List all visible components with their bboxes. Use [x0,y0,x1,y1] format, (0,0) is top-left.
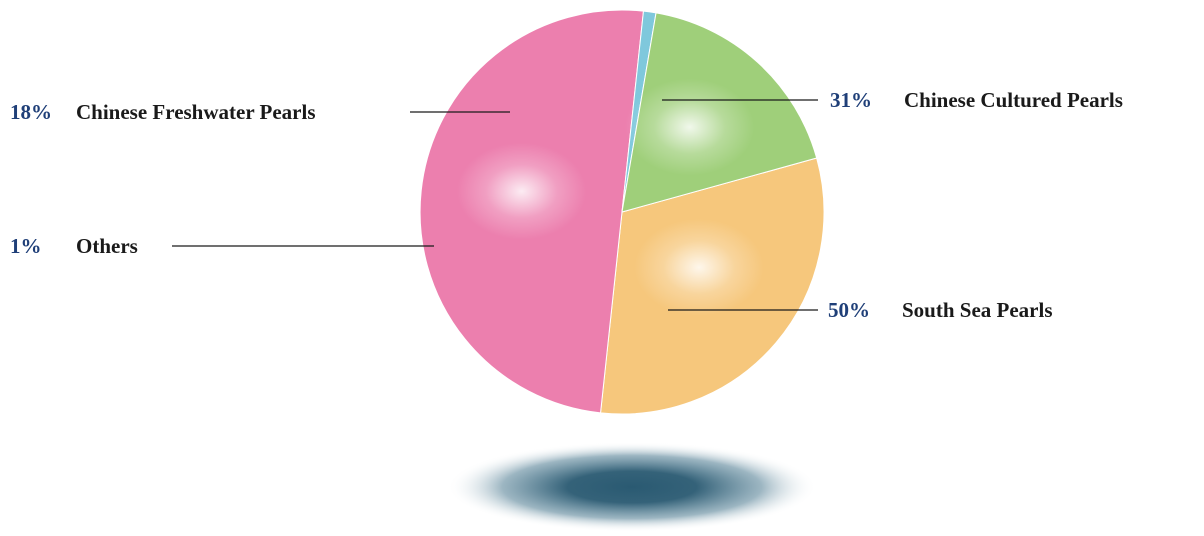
pie-highlights [456,78,764,316]
slice-highlight [625,78,755,176]
slice-percent-label: 1% [10,234,42,258]
slice-name-label: Chinese Freshwater Pearls [76,100,316,124]
slice-name-label: Others [76,234,138,258]
label-chinese-freshwater-pearls: 18% Chinese Freshwater Pearls [10,100,316,124]
slice-percent-label: 50% [828,298,870,322]
slice-percent-label: 18% [10,100,52,124]
slice-name-label: Chinese Cultured Pearls [904,88,1123,112]
leader-lines [172,99,818,311]
pie-slices [419,9,825,415]
label-others: 1% Others [10,234,138,258]
slice-highlight [634,218,764,316]
pie-shadow [447,442,817,532]
slice-highlight [456,142,587,240]
label-chinese-cultured-pearls: 31% Chinese Cultured Pearls [830,88,1123,112]
label-south-sea-pearls: 50% South Sea Pearls [828,298,1053,322]
slice-name-label: South Sea Pearls [902,298,1053,322]
slice-percent-label: 31% [830,88,872,112]
